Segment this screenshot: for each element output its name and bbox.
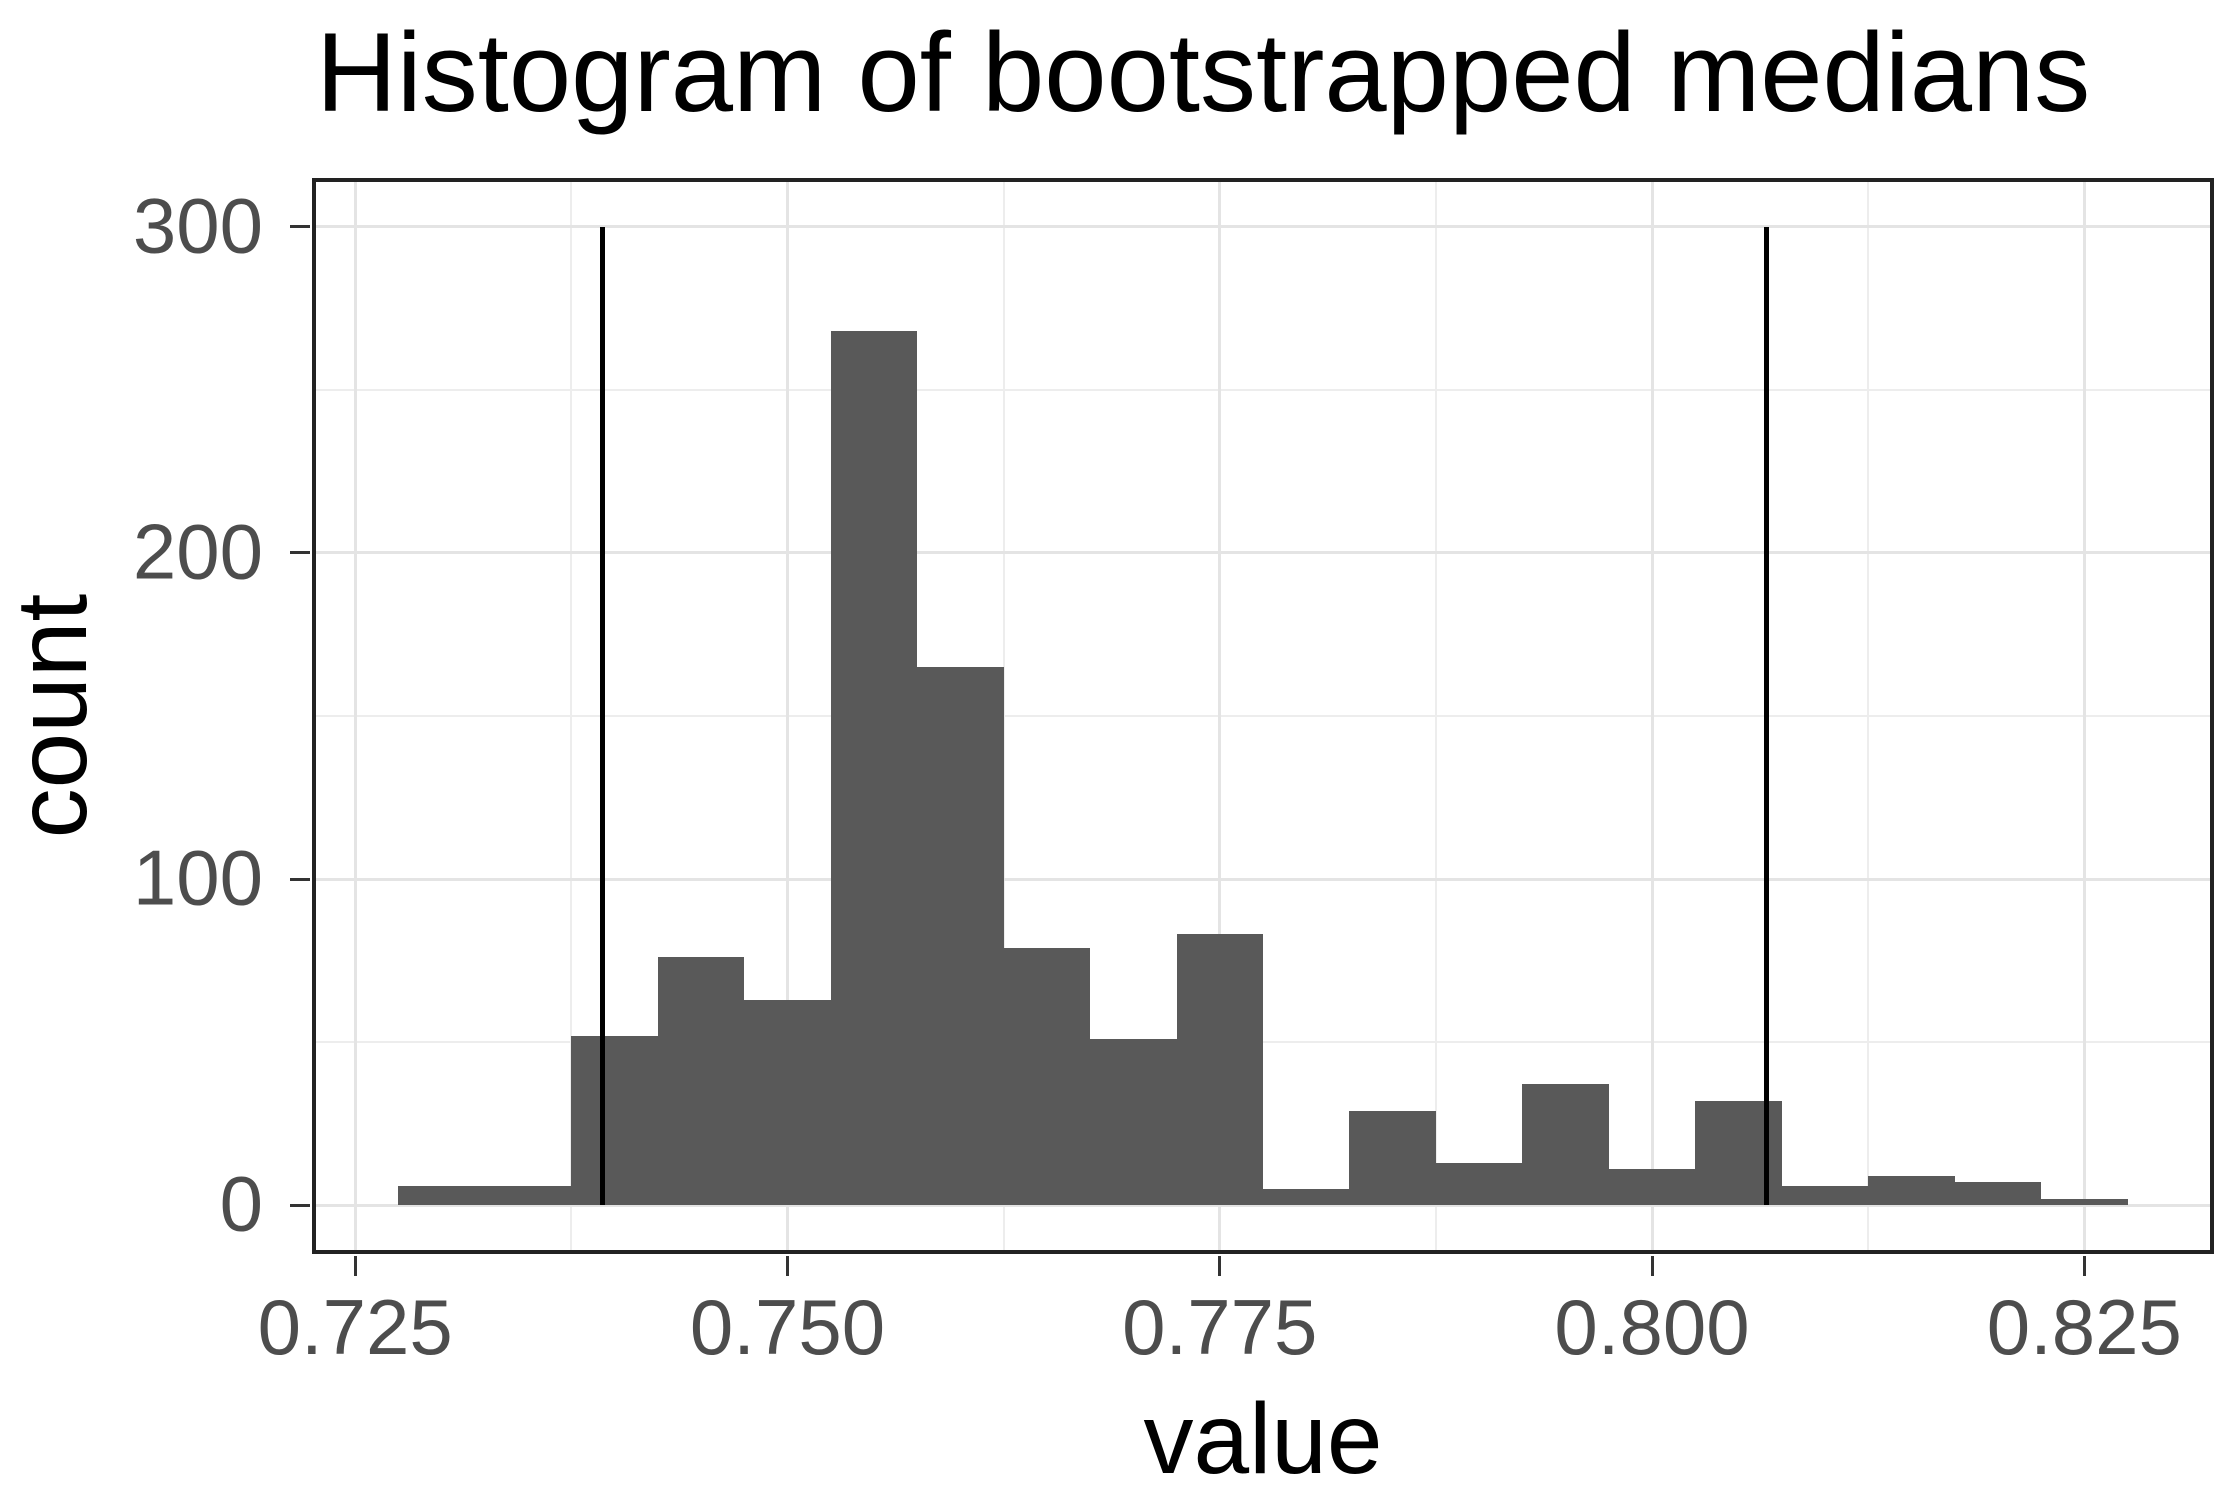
histogram-bar bbox=[744, 999, 831, 1206]
histogram-bar bbox=[1868, 1175, 1955, 1206]
histogram-bar bbox=[1436, 1162, 1522, 1206]
y-major-gridline bbox=[312, 877, 2214, 881]
histogram-bar bbox=[1349, 1110, 1436, 1206]
histogram-bar bbox=[1522, 1084, 1609, 1206]
x-major-gridline bbox=[1218, 178, 1222, 1254]
plot-panel bbox=[312, 178, 2214, 1254]
ci-line bbox=[1763, 226, 1769, 1206]
x-tick-mark bbox=[786, 1256, 789, 1276]
y-tick-label: 200 bbox=[132, 507, 263, 596]
histogram-bar bbox=[1004, 947, 1090, 1206]
plot-title: Histogram of bootstrapped medians bbox=[316, 10, 2091, 135]
y-minor-gridline bbox=[312, 715, 2214, 717]
x-major-gridline bbox=[353, 178, 357, 1254]
histogram-bar bbox=[1955, 1182, 2041, 1206]
ci-line bbox=[599, 226, 605, 1206]
x-tick-label: 0.725 bbox=[257, 1283, 453, 1371]
y-tick-mark bbox=[290, 877, 310, 881]
y-tick-mark bbox=[290, 551, 310, 555]
x-axis-title: value bbox=[1143, 1383, 1383, 1495]
x-tick-mark bbox=[1650, 1256, 1654, 1276]
histogram-bar bbox=[917, 667, 1004, 1206]
x-tick-label: 0.800 bbox=[1554, 1283, 1750, 1371]
x-major-gridline bbox=[2082, 178, 2086, 1254]
histogram-bar bbox=[658, 957, 744, 1206]
y-major-gridline bbox=[312, 1203, 2214, 1207]
histogram-bar bbox=[1263, 1188, 1349, 1206]
histogram-bar bbox=[571, 1035, 658, 1206]
x-tick-mark bbox=[353, 1256, 357, 1276]
histogram-bar bbox=[831, 331, 917, 1206]
histogram-bar bbox=[1090, 1038, 1177, 1206]
y-tick-label: 300 bbox=[132, 181, 263, 270]
y-tick-label: 100 bbox=[132, 833, 263, 922]
y-major-gridline bbox=[312, 225, 2214, 229]
panel-border bbox=[312, 178, 2214, 1254]
y-minor-gridline bbox=[312, 388, 2214, 391]
histogram-bar bbox=[1782, 1185, 1868, 1206]
x-tick-mark bbox=[2082, 1256, 2086, 1276]
y-minor-gridline bbox=[312, 1041, 2214, 1044]
histogram-bar bbox=[1177, 934, 1263, 1206]
y-tick-label: 0 bbox=[219, 1159, 263, 1248]
histogram-bar bbox=[398, 1185, 485, 1206]
x-major-gridline bbox=[1650, 178, 1654, 1254]
x-tick-label: 0.775 bbox=[1122, 1283, 1318, 1371]
histogram-bar bbox=[485, 1185, 571, 1206]
x-tick-label: 0.825 bbox=[1986, 1283, 2182, 1371]
histogram-bar bbox=[1609, 1169, 1695, 1206]
y-tick-mark bbox=[290, 1203, 310, 1207]
x-major-gridline bbox=[786, 178, 789, 1254]
y-tick-mark bbox=[290, 225, 310, 229]
histogram-bar bbox=[2041, 1198, 2128, 1206]
y-axis-title: count bbox=[0, 593, 108, 839]
y-major-gridline bbox=[312, 551, 2214, 555]
x-tick-mark bbox=[1218, 1256, 1222, 1276]
x-tick-label: 0.750 bbox=[689, 1283, 886, 1371]
